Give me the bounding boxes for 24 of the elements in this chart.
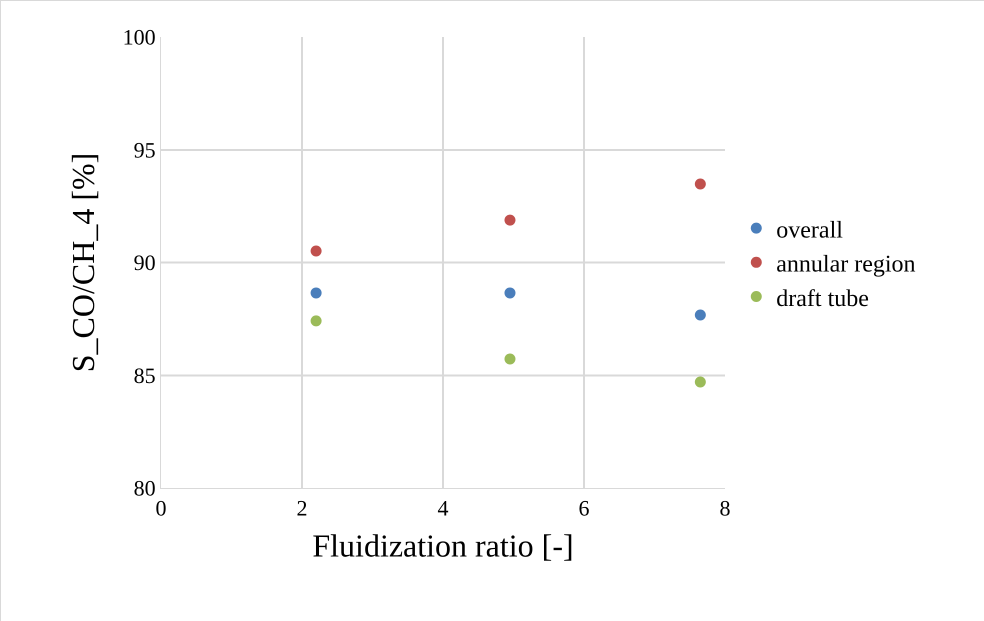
y-tick-label: 100 xyxy=(122,24,156,50)
legend-label: annular region xyxy=(776,252,916,278)
point xyxy=(310,315,322,326)
y-tick-label: 90 xyxy=(134,250,156,276)
x-tick-label: 2 xyxy=(296,495,308,520)
x-axis-title: Fluidization ratio [-] xyxy=(312,527,574,564)
point xyxy=(310,246,322,256)
point xyxy=(504,214,516,226)
x-tick-label: 4 xyxy=(438,495,448,520)
legend-label: draft tube xyxy=(776,286,869,312)
point xyxy=(504,354,516,365)
x-tick-label: 8 xyxy=(720,495,730,520)
legend-label: overall xyxy=(776,217,844,244)
x-tick-label: 0 xyxy=(156,495,166,520)
point xyxy=(694,310,706,321)
point xyxy=(504,287,516,298)
y-tick-label: 85 xyxy=(134,362,156,388)
y-tick-label: 95 xyxy=(134,137,156,162)
point xyxy=(694,178,706,190)
point xyxy=(310,287,322,298)
y-tick-label: 80 xyxy=(134,476,156,501)
y-axis-title: S_CO/CH_4 [%] xyxy=(64,152,101,372)
point xyxy=(694,376,706,388)
x-tick-label: 6 xyxy=(578,495,590,520)
